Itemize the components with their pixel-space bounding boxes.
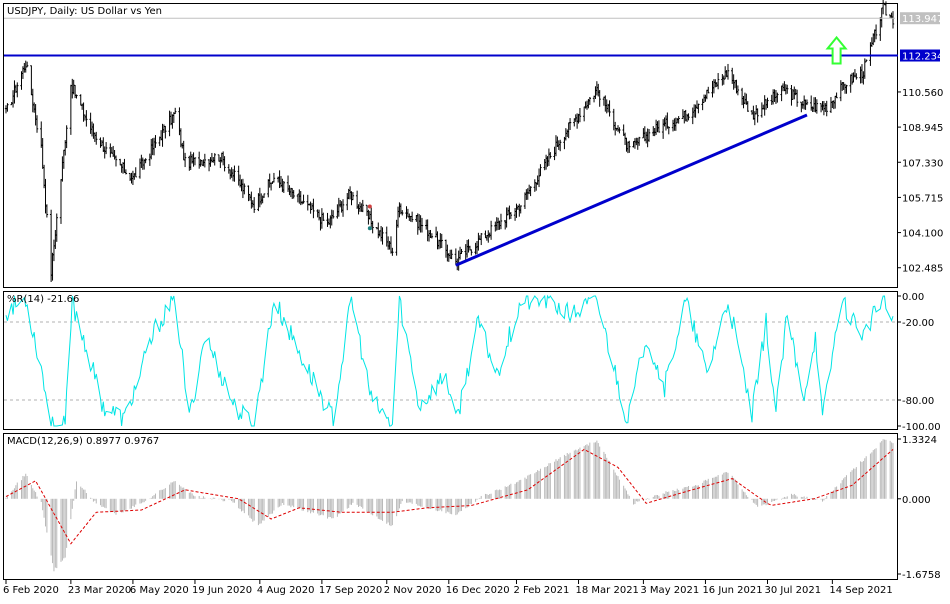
time-tick-label: 14 Sep 2021 bbox=[829, 585, 892, 596]
wpr-panel-frame bbox=[3, 291, 898, 430]
time-tick-label: 30 Jul 2021 bbox=[764, 585, 821, 596]
time-tick-label: 17 Sep 2020 bbox=[319, 585, 382, 596]
price-chart-title: USDJPY, Daily: US Dollar vs Yen bbox=[7, 6, 162, 17]
price-tick-label: 110.560 bbox=[902, 88, 943, 99]
time-tick-label: 6 Feb 2020 bbox=[3, 585, 59, 596]
wpr-tick-label: -80.00 bbox=[902, 396, 934, 407]
price-panel-frame bbox=[3, 3, 898, 288]
macd-tick-label: 0.000 bbox=[902, 495, 931, 506]
wpr-layer bbox=[4, 294, 898, 427]
axis-layer: 102.485 104.100 105.715 107.330 108.945 110.5… bbox=[3, 12, 943, 596]
time-tick-label: 6 May 2020 bbox=[130, 585, 189, 596]
trade-marker-red bbox=[367, 204, 372, 209]
current-price-tag: 113.947 bbox=[900, 12, 943, 25]
macd-layer bbox=[5, 439, 894, 572]
price-tick-label: 108.945 bbox=[902, 123, 943, 134]
wpr-tick-label: -100.00 bbox=[902, 422, 941, 433]
wpr-tick-label: 0.00 bbox=[902, 292, 924, 303]
wpr-title: %R(14) -21.66 bbox=[7, 294, 79, 305]
macd-tick-label: 1.3324 bbox=[902, 435, 937, 446]
up-arrow-icon bbox=[825, 35, 848, 65]
resistance-price-label: 112.234 bbox=[902, 52, 943, 63]
macd-signal-line bbox=[5, 448, 894, 545]
trade-marker-teal bbox=[367, 226, 372, 231]
resistance-price-tag: 112.234 bbox=[900, 49, 943, 63]
resistance-tag-bg bbox=[900, 49, 940, 62]
support-trendline bbox=[455, 113, 808, 267]
macd-tick-label: -1.6758 bbox=[902, 570, 941, 581]
time-tick-label: 16 Dec 2020 bbox=[446, 585, 510, 596]
time-tick-label: 2 Nov 2020 bbox=[384, 585, 442, 596]
time-tick-label: 19 Jun 2020 bbox=[192, 585, 252, 596]
price-layer bbox=[4, 0, 898, 282]
price-tick-label: 105.715 bbox=[902, 193, 943, 204]
current-price-label: 113.947 bbox=[902, 14, 943, 25]
time-tick-label: 4 Aug 2020 bbox=[257, 585, 315, 596]
time-tick-label: 18 Mar 2021 bbox=[576, 585, 639, 596]
current-price-tag-bg bbox=[900, 12, 940, 25]
macd-title: MACD(12,26,9) 0.8977 0.9767 bbox=[7, 436, 159, 447]
time-tick-label: 3 May 2021 bbox=[640, 585, 699, 596]
time-tick-label: 16 Jun 2021 bbox=[702, 585, 762, 596]
wpr-line bbox=[5, 294, 894, 427]
time-tick-label: 2 Feb 2021 bbox=[513, 585, 569, 596]
price-tick-label: 102.485 bbox=[902, 264, 943, 275]
price-tick-label: 107.330 bbox=[902, 158, 943, 169]
price-tick-label: 104.100 bbox=[902, 229, 943, 240]
wpr-tick-label: -20.00 bbox=[902, 318, 934, 329]
time-tick-label: 23 Mar 2020 bbox=[68, 585, 131, 596]
